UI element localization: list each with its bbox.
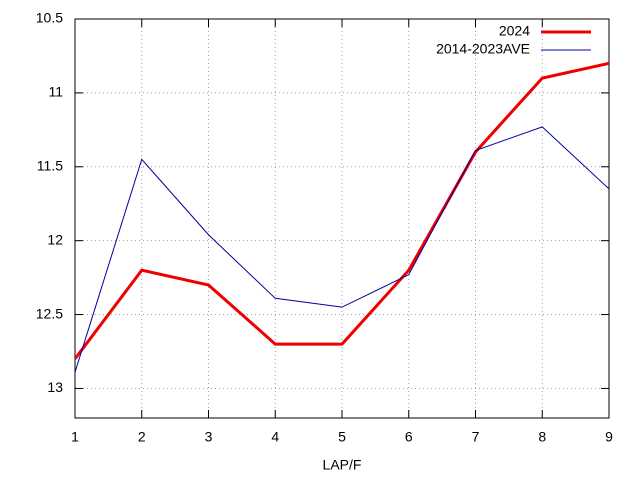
y-tick-label: 11 bbox=[48, 84, 63, 100]
y-tick-label: 12.5 bbox=[36, 305, 63, 321]
y-tick-label: 12 bbox=[47, 231, 63, 247]
x-tick-label: 4 bbox=[271, 429, 279, 445]
x-tick-label: 5 bbox=[338, 429, 346, 445]
series-line bbox=[75, 61, 609, 360]
x-tick-label: 9 bbox=[605, 429, 613, 445]
x-axis-label: LAP/F bbox=[323, 457, 362, 473]
x-tick-label: 7 bbox=[472, 429, 480, 445]
series-line bbox=[75, 126, 609, 373]
y-tick-label: 11.5 bbox=[37, 157, 63, 173]
y-tick-label: 10.5 bbox=[36, 10, 63, 26]
plot-frame bbox=[74, 18, 610, 419]
x-tick-label: 8 bbox=[538, 429, 546, 445]
legend-label: 2014-2023AVE bbox=[436, 41, 530, 57]
x-tick-label: 6 bbox=[405, 429, 413, 445]
legend-label: 2024 bbox=[499, 23, 530, 39]
y-tick-label: 13 bbox=[47, 379, 63, 395]
x-tick-label: 1 bbox=[71, 429, 79, 445]
x-tick-label: 3 bbox=[205, 429, 213, 445]
x-tick-label: 2 bbox=[138, 429, 146, 445]
